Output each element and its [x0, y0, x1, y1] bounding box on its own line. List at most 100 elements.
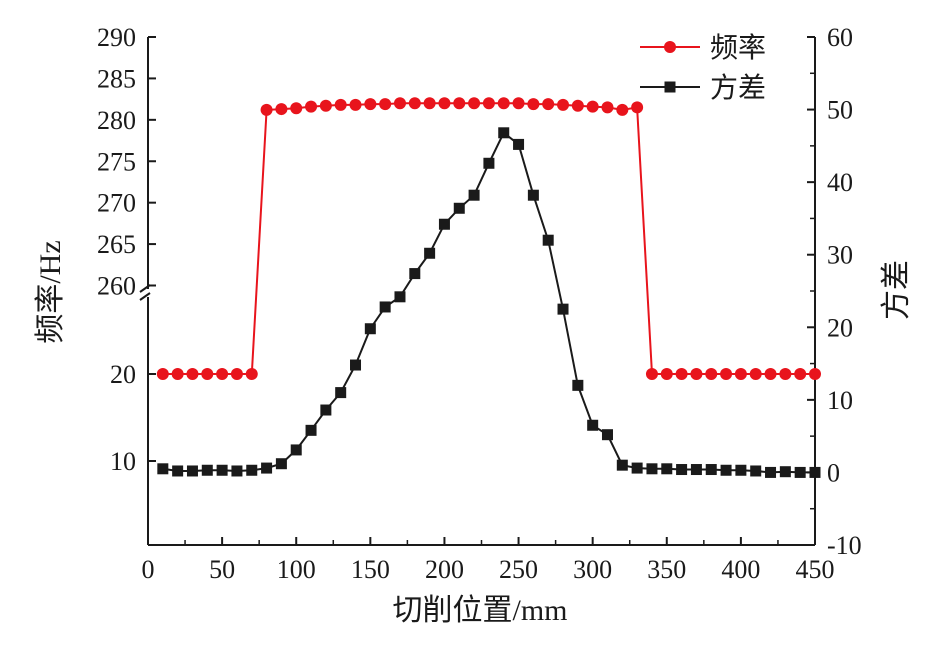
x-tick-label: 400 [721, 555, 760, 584]
y-left-tick-label: 20 [110, 360, 136, 389]
series-1-point [260, 103, 273, 116]
legend-marker [664, 41, 676, 53]
series-2-point [409, 268, 421, 280]
series-1-point [334, 98, 347, 111]
series-1-point [660, 368, 673, 380]
series-2-point [779, 466, 791, 478]
series-2-point [661, 463, 673, 475]
series-2-point [394, 291, 406, 303]
series-2-point [676, 464, 688, 476]
series-2-point [720, 464, 732, 476]
y-right-tick-label: -10 [827, 531, 862, 560]
series-1-point [512, 97, 525, 110]
series-1-point [616, 103, 629, 116]
series-1-point [601, 101, 614, 114]
series-2-point [750, 465, 762, 477]
series-2-point [335, 387, 347, 399]
series-2-point [513, 138, 525, 150]
series-1-point [764, 368, 777, 380]
legend-label: 方差 [710, 72, 766, 104]
series-1-point [720, 368, 733, 380]
series-1-point [156, 368, 169, 380]
series-1-point [186, 368, 199, 380]
series-1-point [379, 98, 392, 111]
series-2-point [216, 464, 228, 476]
series-2-point [231, 465, 243, 477]
series-2-point [157, 463, 169, 475]
axis-break-mark [139, 292, 151, 301]
series-1-point [438, 97, 451, 110]
series-2-point [364, 323, 376, 335]
series-1-point [809, 368, 821, 380]
x-tick-label: 350 [647, 555, 686, 584]
series-1-point [527, 98, 540, 111]
series-1-point [794, 368, 807, 380]
series-2-point [527, 189, 539, 201]
series-2-point [261, 462, 273, 474]
series-1-point [408, 97, 421, 110]
series-1-point [557, 98, 570, 111]
y-right-tick-label: 10 [827, 386, 853, 415]
series-2-line [162, 131, 815, 474]
series-1-point [245, 368, 258, 380]
y-left-tick-label: 260 [97, 272, 136, 301]
series-1-point [230, 368, 243, 380]
series-2-point [468, 189, 480, 201]
y-right-tick-label: 60 [827, 23, 853, 52]
y-right-tick-label: 40 [827, 168, 853, 197]
series-2-point [646, 463, 658, 475]
series-layer [156, 97, 821, 478]
series-1-point [571, 99, 584, 112]
series-1-point [305, 100, 318, 113]
series-2-point [172, 465, 184, 477]
series-1-point [631, 101, 644, 114]
series-2-point [320, 404, 332, 416]
legend-label: 频率 [710, 32, 766, 64]
series-2-point [275, 458, 287, 470]
series-2-point [690, 464, 702, 476]
series-2-point [705, 464, 717, 476]
series-2-point [483, 157, 495, 169]
y-right-tick-label: 0 [827, 458, 840, 487]
series-1-point [675, 368, 688, 380]
series-1-point [290, 102, 303, 115]
y-left-tick-label: 275 [97, 147, 136, 176]
x-tick-label: 100 [277, 555, 316, 584]
x-tick-label: 0 [142, 555, 155, 584]
axes-layer: 0 50 100 150 200 250 300 350 400 4501020260265270… [97, 23, 862, 584]
series-2-point [350, 359, 362, 371]
y-left-tick-label: 290 [97, 23, 136, 52]
series-2-point [424, 247, 436, 259]
series-2-point [557, 303, 569, 315]
series-1-point [482, 97, 495, 110]
series-1-point [275, 103, 288, 116]
series-2-point [601, 429, 613, 441]
series-2-point [305, 424, 317, 436]
series-1-point [349, 98, 362, 111]
y-right-tick-label: 50 [827, 96, 853, 125]
series-1-line [162, 102, 815, 375]
series-1-point [645, 368, 658, 380]
series-1-point [171, 368, 184, 380]
series-2-point [498, 127, 510, 139]
x-tick-label: 150 [351, 555, 390, 584]
y-right-tick-label: 20 [827, 313, 853, 342]
series-1-point [497, 97, 510, 110]
x-tick-label: 250 [499, 555, 538, 584]
series-2-point [794, 466, 806, 478]
series-1-point [364, 98, 377, 111]
y-left-tick-label: 285 [97, 64, 136, 93]
y-left-tick-label: 265 [97, 230, 136, 259]
series-2-point [809, 466, 821, 478]
x-tick-label: 450 [796, 555, 835, 584]
series-2-point [186, 465, 198, 477]
series-2-point [438, 218, 450, 230]
series-1-point [586, 100, 599, 113]
series-2-point [572, 379, 584, 391]
series-2-point [616, 459, 628, 471]
series-2-point [631, 462, 643, 474]
series-1-point [423, 97, 436, 110]
x-axis-title: 切削位置/mm [392, 594, 567, 627]
